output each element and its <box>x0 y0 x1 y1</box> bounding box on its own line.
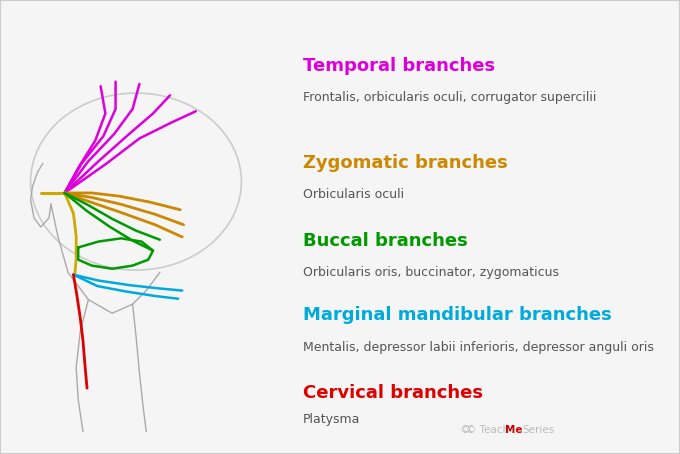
Text: Marginal mandibular branches: Marginal mandibular branches <box>303 306 611 325</box>
Text: Orbicularis oculi: Orbicularis oculi <box>303 188 404 202</box>
Text: Orbicularis oris, buccinator, zygomaticus: Orbicularis oris, buccinator, zygomaticu… <box>303 266 558 279</box>
Text: Zygomatic branches: Zygomatic branches <box>303 154 507 173</box>
Text: Buccal branches: Buccal branches <box>303 232 467 250</box>
Text: Me: Me <box>505 425 523 435</box>
Text: Series: Series <box>522 425 554 435</box>
Text: Cervical branches: Cervical branches <box>303 384 483 402</box>
Text: Platysma: Platysma <box>303 413 360 426</box>
Text: ©: © <box>459 425 470 435</box>
Text: Frontalis, orbicularis oculi, corrugator supercilii: Frontalis, orbicularis oculi, corrugator… <box>303 91 596 104</box>
Text: Mentalis, depressor labii inferioris, depressor anguli oris: Mentalis, depressor labii inferioris, de… <box>303 340 653 354</box>
Text: Temporal branches: Temporal branches <box>303 57 495 75</box>
Text: © Teach: © Teach <box>466 425 509 435</box>
